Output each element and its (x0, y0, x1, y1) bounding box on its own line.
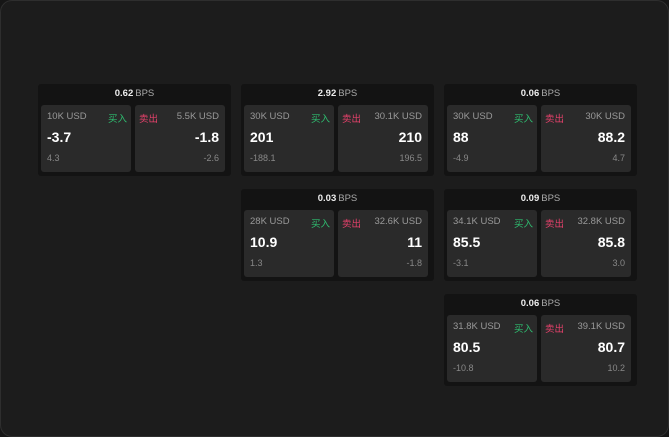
spread-header: 2.92 BPS (241, 84, 434, 104)
spread-unit: BPS (541, 193, 561, 204)
sell-quantity: 39.1K USD (577, 321, 625, 332)
buy-price: 201 (250, 129, 274, 145)
quote-card: 0.06 BPS 30K USD 买入 88 -4.9 卖出 30K USD 88… (444, 84, 637, 176)
sell-label: 卖出 (342, 114, 362, 125)
spread-unit: BPS (338, 88, 358, 99)
buy-price: 10.9 (250, 234, 278, 250)
buy-sub-value: -10.8 (453, 363, 474, 373)
buy-price: 85.5 (453, 234, 481, 250)
spread-header: 0.06 BPS (444, 294, 637, 314)
sell-label: 卖出 (545, 324, 565, 335)
quote-card: 0.06 BPS 31.8K USD 买入 80.5 -10.8 卖出 39.1K… (444, 294, 637, 386)
sell-price: 88.2 (597, 129, 625, 145)
buy-quantity: 34.1K USD (453, 216, 501, 227)
buy-label: 买入 (107, 114, 127, 125)
spread-unit: BPS (541, 298, 561, 309)
sell-sub-value: -2.6 (203, 153, 219, 163)
spread-header: 0.03 BPS (241, 189, 434, 209)
quote-card: 2.92 BPS 30K USD 买入 201 -188.1 卖出 30.1K U… (241, 84, 434, 176)
sell-button[interactable]: 卖出 32.8K USD 85.8 3.0 (541, 210, 631, 277)
sell-label: 卖出 (545, 219, 565, 230)
sell-sub-value: 10.2 (607, 363, 625, 373)
sell-quantity: 32.6K USD (374, 216, 422, 227)
spread-header: 0.09 BPS (444, 189, 637, 209)
buy-sub-value: -4.9 (453, 153, 469, 163)
sell-sub-value: 4.7 (612, 153, 625, 163)
quote-card: 0.09 BPS 34.1K USD 买入 85.5 -3.1 卖出 32.8K … (444, 189, 637, 281)
buy-price: 88 (453, 129, 469, 145)
spread-value: 0.06 (520, 298, 540, 309)
spread-unit: BPS (338, 193, 358, 204)
sell-button[interactable]: 卖出 39.1K USD 80.7 10.2 (541, 315, 631, 382)
spread-value: 2.92 (317, 88, 337, 99)
sell-quantity: 5.5K USD (176, 111, 219, 122)
sell-quantity: 30K USD (585, 111, 625, 122)
spread-value: 0.09 (520, 193, 540, 204)
quote-card: 0.62 BPS 10K USD 买入 -3.7 4.3 卖出 5.5K USD … (38, 84, 231, 176)
sell-sub-value: 196.5 (399, 153, 422, 163)
sell-price: -1.8 (194, 129, 219, 145)
buy-sub-value: 4.3 (47, 153, 60, 163)
spread-unit: BPS (541, 88, 561, 99)
buy-label: 买入 (513, 324, 533, 335)
sell-label: 卖出 (545, 114, 565, 125)
sell-quantity: 30.1K USD (374, 111, 422, 122)
sell-price: 210 (398, 129, 422, 145)
sell-button[interactable]: 卖出 5.5K USD -1.8 -2.6 (135, 105, 225, 172)
buy-quantity: 31.8K USD (453, 321, 501, 332)
buy-quantity: 28K USD (250, 216, 290, 227)
sell-label: 卖出 (139, 114, 159, 125)
buy-price: 80.5 (453, 339, 481, 355)
quote-card: 0.03 BPS 28K USD 买入 10.9 1.3 卖出 32.6K USD… (241, 189, 434, 281)
buy-quantity: 10K USD (47, 111, 87, 122)
sell-sub-value: -1.8 (406, 258, 422, 268)
buy-quantity: 30K USD (250, 111, 290, 122)
sell-sub-value: 3.0 (612, 258, 625, 268)
buy-sub-value: -188.1 (250, 153, 276, 163)
sell-button[interactable]: 卖出 30.1K USD 210 196.5 (338, 105, 428, 172)
buy-label: 买入 (310, 219, 330, 230)
buy-button[interactable]: 31.8K USD 买入 80.5 -10.8 (447, 315, 537, 382)
buy-label: 买入 (310, 114, 330, 125)
spread-unit: BPS (135, 88, 155, 99)
spread-value: 0.06 (520, 88, 540, 99)
sell-label: 卖出 (342, 219, 362, 230)
buy-label: 买入 (513, 219, 533, 230)
sell-price: 85.8 (597, 234, 625, 250)
buy-quantity: 30K USD (453, 111, 493, 122)
sell-button[interactable]: 卖出 32.6K USD 11 -1.8 (338, 210, 428, 277)
buy-button[interactable]: 10K USD 买入 -3.7 4.3 (41, 105, 131, 172)
spread-value: 0.03 (317, 193, 337, 204)
spread-header: 0.06 BPS (444, 84, 637, 104)
buy-button[interactable]: 34.1K USD 买入 85.5 -3.1 (447, 210, 537, 277)
buy-button[interactable]: 28K USD 买入 10.9 1.3 (244, 210, 334, 277)
sell-quantity: 32.8K USD (577, 216, 625, 227)
buy-label: 买入 (513, 114, 533, 125)
spread-header: 0.62 BPS (38, 84, 231, 104)
buy-button[interactable]: 30K USD 买入 88 -4.9 (447, 105, 537, 172)
buy-sub-value: 1.3 (250, 258, 263, 268)
sell-price: 80.7 (597, 339, 625, 355)
buy-sub-value: -3.1 (453, 258, 469, 268)
spread-value: 0.62 (114, 88, 134, 99)
buy-button[interactable]: 30K USD 买入 201 -188.1 (244, 105, 334, 172)
buy-price: -3.7 (47, 129, 72, 145)
sell-price: 11 (407, 234, 422, 250)
sell-button[interactable]: 卖出 30K USD 88.2 4.7 (541, 105, 631, 172)
